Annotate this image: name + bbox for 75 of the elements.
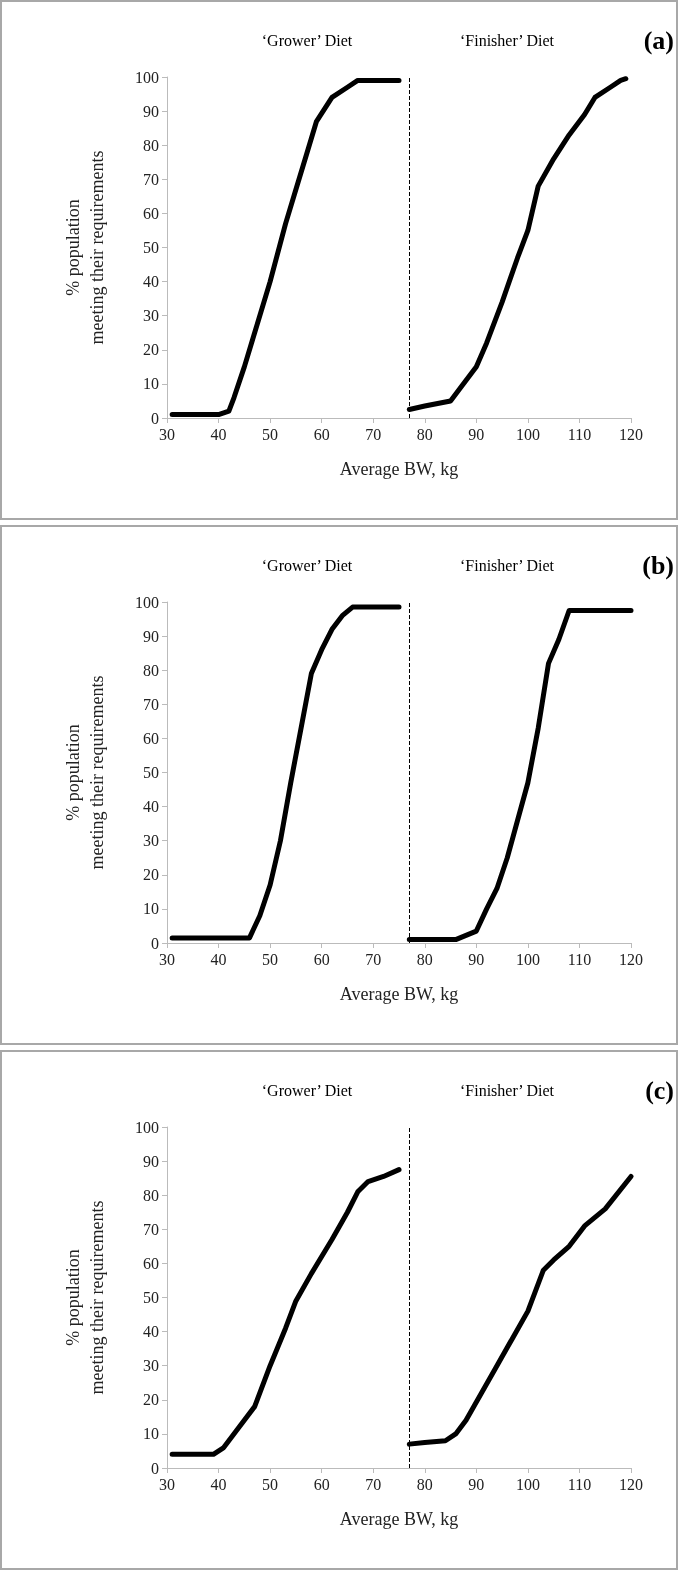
y-tick-label: 60 <box>143 204 159 222</box>
x-tick-label: 90 <box>468 425 485 443</box>
x-tick-label: 100 <box>515 1475 540 1493</box>
text: ‘Grower’ Diet <box>261 556 353 574</box>
y-tick-label: 100 <box>135 593 159 611</box>
y-tick-label: 0 <box>151 1459 159 1477</box>
y-tick-label: 10 <box>143 900 159 918</box>
x-tick-label: 50 <box>262 425 279 443</box>
y-tick-label: 70 <box>143 170 159 188</box>
y-tick-label: 40 <box>143 798 159 816</box>
text: ‘Grower’ Diet <box>261 31 353 49</box>
y-tick-label: 20 <box>143 866 159 884</box>
x-tick-label: 110 <box>567 950 592 968</box>
y-tick-label: 30 <box>143 1357 159 1375</box>
y-tick-label: 20 <box>143 1391 159 1409</box>
x-tick-label: 120 <box>619 1475 643 1493</box>
y-tick-label: 60 <box>143 729 159 747</box>
y-axis-title: % population meeting their requirements <box>63 675 107 870</box>
x-tick-label: 120 <box>619 425 643 443</box>
text: (c) <box>645 1075 674 1105</box>
x-axis-title: Average BW, kg <box>339 459 459 479</box>
x-tick-label: 110 <box>567 1475 592 1493</box>
x-tick-label: 80 <box>416 1475 433 1493</box>
x-axis-title: Average BW, kg <box>339 1509 459 1529</box>
y-tick-label: 90 <box>143 627 159 645</box>
x-tick-label: 40 <box>210 950 227 968</box>
x-tick-label: 60 <box>313 1475 330 1493</box>
x-tick-label: 80 <box>416 425 433 443</box>
y-tick-label: 70 <box>143 1220 159 1238</box>
x-tick-label: 100 <box>515 950 540 968</box>
x-tick-label: 50 <box>262 1475 279 1493</box>
x-tick-label: 70 <box>365 950 382 968</box>
x-tick-label: 90 <box>468 1475 485 1493</box>
text: (a) <box>643 25 674 55</box>
x-tick-label: 110 <box>567 425 592 443</box>
y-tick-label: 50 <box>143 764 159 781</box>
y-tick-label: 0 <box>151 934 159 952</box>
y-tick-label: 100 <box>135 68 159 86</box>
y-tick-label: 60 <box>143 1254 159 1272</box>
y-tick-label: 30 <box>143 832 159 850</box>
text: ‘Finisher’ Diet <box>459 1081 555 1099</box>
x-tick-label: 40 <box>210 1475 227 1493</box>
y-tick-label: 100 <box>135 1118 159 1136</box>
x-tick-label: 100 <box>515 425 540 443</box>
y-tick-label: 50 <box>143 1289 159 1306</box>
y-tick-label: 0 <box>151 409 159 427</box>
y-tick-label: 80 <box>143 136 159 154</box>
x-tick-label: 70 <box>365 1475 382 1493</box>
text: ‘Finisher’ Diet <box>459 556 555 574</box>
x-tick-label: 60 <box>313 425 330 443</box>
x-tick-label: 90 <box>468 950 485 968</box>
x-tick-label: 50 <box>262 950 279 968</box>
x-tick-label: 70 <box>365 425 382 443</box>
y-tick-label: 70 <box>143 695 159 713</box>
y-tick-label: 80 <box>143 661 159 679</box>
y-tick-label: 10 <box>143 375 159 393</box>
y-axis-title: % population meeting their requirements <box>63 1200 107 1395</box>
x-tick-label: 40 <box>210 425 227 443</box>
x-tick-label: 120 <box>619 950 643 968</box>
y-tick-label: 40 <box>143 1323 159 1341</box>
y-tick-label: 80 <box>143 1186 159 1204</box>
y-tick-label: 40 <box>143 273 159 291</box>
y-tick-label: 30 <box>143 307 159 325</box>
x-tick-label: 80 <box>416 950 433 968</box>
y-tick-label: 90 <box>143 1152 159 1170</box>
y-tick-label: 10 <box>143 1425 159 1443</box>
y-tick-label: 20 <box>143 341 159 359</box>
x-axis-title: Average BW, kg <box>339 984 459 1004</box>
text: ‘Finisher’ Diet <box>459 31 555 49</box>
y-tick-label: 50 <box>143 239 159 256</box>
text: (b) <box>642 550 674 580</box>
y-axis-title: % population meeting their requirements <box>63 150 107 345</box>
text: ‘Grower’ Diet <box>261 1081 353 1099</box>
y-tick-label: 90 <box>143 102 159 120</box>
x-tick-label: 60 <box>313 950 330 968</box>
